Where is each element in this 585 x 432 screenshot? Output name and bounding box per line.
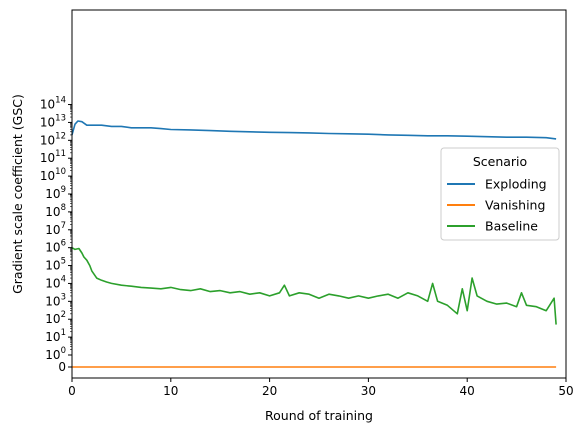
x-tick-label: 50 (558, 384, 573, 398)
x-axis: 0 10 20 30 40 50 (68, 378, 574, 398)
y-tick-label: 1014 (40, 96, 66, 112)
y-tick-label: 108 (45, 203, 66, 219)
y-tick-label: 106 (45, 239, 66, 255)
series-line-baseline (71, 247, 557, 325)
plot-lines (71, 120, 557, 368)
legend-label: Vanishing (485, 198, 545, 213)
legend: Scenario Exploding Vanishing Baseline (440, 147, 560, 241)
y-tick-label: 1012 (40, 131, 66, 147)
x-tick-label: 30 (361, 384, 376, 398)
y-tick-label: 1011 (40, 149, 66, 165)
x-tick-label: 20 (262, 384, 277, 398)
y-tick-label: 0 (58, 360, 66, 374)
legend-box (440, 147, 560, 241)
y-tick-label: 1013 (40, 113, 66, 129)
y-tick-label: 109 (45, 185, 66, 201)
legend-label: Baseline (485, 219, 538, 234)
legend-entry-exploding: Exploding (447, 177, 547, 192)
x-tick-label: 40 (460, 384, 475, 398)
series-line-exploding (71, 120, 557, 140)
y-tick-label: 1010 (40, 167, 66, 183)
x-tick-label: 10 (163, 384, 178, 398)
legend-entries: Exploding Vanishing Baseline (447, 177, 547, 234)
y-tick-label: 102 (45, 310, 66, 326)
y-tick-label: 101 (45, 328, 66, 344)
y-tick-label: 107 (45, 221, 66, 237)
legend-entry-vanishing: Vanishing (447, 198, 545, 213)
y-tick-label: 103 (45, 292, 66, 308)
legend-title: Scenario (473, 154, 527, 169)
y-axis-label: Gradient scale coefficient (GSC) (10, 94, 25, 294)
y-tick-label: 104 (45, 274, 66, 290)
x-axis-label: Round of training (265, 408, 373, 423)
legend-entry-baseline: Baseline (447, 219, 538, 234)
x-tick-label: 0 (68, 384, 76, 398)
legend-label: Exploding (485, 177, 547, 192)
y-tick-label: 100 (45, 346, 66, 362)
y-tick-label: 105 (45, 257, 66, 273)
